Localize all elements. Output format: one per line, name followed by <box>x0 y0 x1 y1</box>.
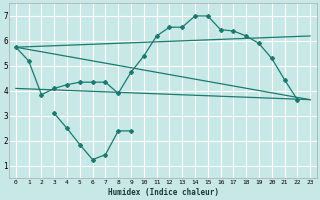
X-axis label: Humidex (Indice chaleur): Humidex (Indice chaleur) <box>108 188 219 197</box>
